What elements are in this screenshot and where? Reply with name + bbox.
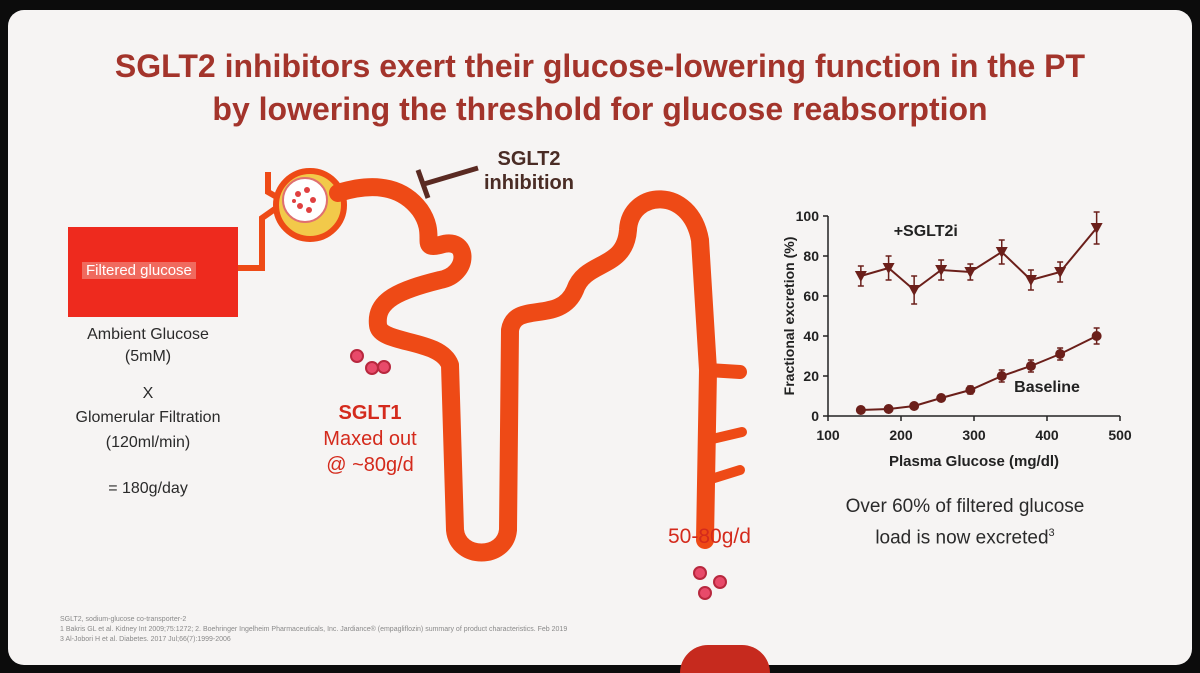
caption-superscript: 3 <box>1048 527 1055 539</box>
daily-filtered-glucose: = 180g/day <box>108 480 188 497</box>
fractional-excretion-chart: 0 20 40 60 80 100 100 200 300 400 500 Plasma Glucos… <box>781 208 1132 470</box>
data-point <box>1090 223 1103 234</box>
data-point <box>996 371 1007 381</box>
glomerulus <box>282 177 328 223</box>
sglt1-line-3: @ ~80g/d <box>326 454 414 476</box>
title-line-2: by lowering the threshold for glucose re… <box>212 91 988 127</box>
sglt1-label: SGLT1 Maxed out @ ~80g/d <box>300 400 440 478</box>
y-tick-label: 40 <box>803 328 819 344</box>
gfr-value: (120ml/min) <box>105 434 191 451</box>
data-point <box>883 404 894 414</box>
y-tick-label: 20 <box>803 368 819 384</box>
reference-2: 1 Bakris GL et al. Kidney Int 2009;75:12… <box>60 626 568 633</box>
data-point <box>1054 267 1067 278</box>
glucose-molecules-excreted <box>693 566 727 600</box>
data-point <box>965 385 976 395</box>
afferent-arteriole <box>238 201 284 271</box>
excreted-glucose-label: 50-80g/d <box>668 525 751 548</box>
reference-3: 3 Al-Jobori H et al. Diabetes. 2017 Jul;… <box>60 636 231 643</box>
series-label: Baseline <box>1014 379 1080 396</box>
sglt2-inhibition-label: SGLT2 inhibition <box>484 147 574 195</box>
inhibition-line-2: inhibition <box>484 172 574 194</box>
caption-line-2-text: load is now excreted <box>875 527 1049 549</box>
x-axis-label: Plasma Glucose (mg/dl) <box>889 453 1059 470</box>
data-point <box>1055 349 1066 359</box>
x-tick-label: 300 <box>962 427 986 443</box>
data-point <box>909 401 920 411</box>
filtered-glucose-label: Filtered glucose <box>82 262 196 279</box>
x-tick-label: 200 <box>889 427 913 443</box>
sglt1-line-2: Maxed out <box>323 428 417 450</box>
y-axis-label: Fractional excretion (%) <box>781 237 797 396</box>
data-point <box>935 265 948 276</box>
y-tick-label: 100 <box>796 208 820 224</box>
bottom-logo-fragment <box>680 645 770 673</box>
collecting-duct-branch-1 <box>701 363 747 379</box>
y-tick-label: 0 <box>811 408 819 424</box>
data-point <box>855 405 866 415</box>
y-tick-label: 80 <box>803 248 819 264</box>
collecting-duct-branch-3 <box>703 465 745 485</box>
chart-caption: Over 60% of filtered glucose load is now… <box>810 494 1120 551</box>
slide <box>8 10 1192 665</box>
x-tick-label: 100 <box>816 427 840 443</box>
data-point <box>882 263 895 274</box>
data-point <box>1024 275 1037 286</box>
gfr-label: Glomerular Filtration <box>75 409 221 426</box>
y-tick-label: 60 <box>803 288 819 304</box>
data-point <box>1091 331 1102 341</box>
renal-tubule <box>329 178 717 562</box>
ambient-glucose-value: (5mM) <box>124 348 172 365</box>
series-label: +SGLT2i <box>894 223 958 240</box>
data-point <box>995 247 1008 258</box>
slide-title: SGLT2 inhibitors exert their glucose-low… <box>0 45 1200 131</box>
reference-1: SGLT2, sodium-glucose co-transporter-2 <box>60 616 187 623</box>
data-point <box>964 267 977 278</box>
data-point <box>1025 361 1036 371</box>
glucose-molecules-proximal <box>350 349 391 375</box>
caption-line-1: Over 60% of filtered glucose <box>845 496 1085 517</box>
sglt1-line-1: SGLT1 <box>338 402 402 424</box>
inhibition-marker <box>415 165 479 199</box>
collecting-duct-branch-2 <box>703 427 747 445</box>
caption-line-2: load is now excreted3 <box>810 520 1120 551</box>
title-line-1: SGLT2 inhibitors exert their glucose-low… <box>114 48 1086 84</box>
data-point <box>854 271 867 282</box>
data-point <box>908 285 921 296</box>
glomerulus-capillaries <box>292 187 316 213</box>
x-tick-label: 400 <box>1035 427 1059 443</box>
x-tick-label: 500 <box>1108 427 1132 443</box>
references: SGLT2, sodium-glucose co-transporter-2 1… <box>60 615 567 645</box>
series-line <box>860 335 1098 411</box>
multiply-sign: X <box>142 385 154 402</box>
ambient-glucose-label: Ambient Glucose <box>87 326 209 343</box>
data-point <box>936 393 947 403</box>
inhibition-line-1: SGLT2 <box>497 148 561 170</box>
